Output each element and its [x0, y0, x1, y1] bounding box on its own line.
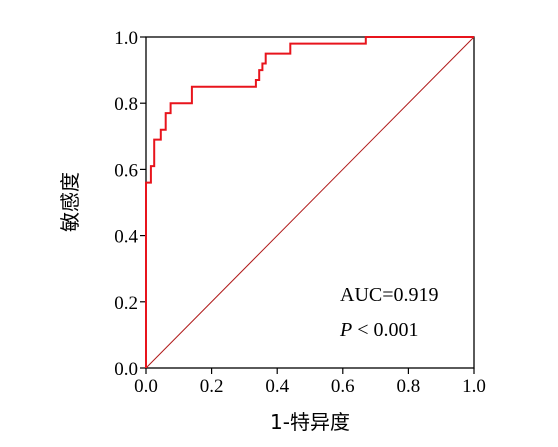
x-tick-label: 0.4: [265, 376, 289, 397]
x-tick-label: 0.8: [397, 376, 421, 397]
x-tick-label: 0.0: [134, 376, 158, 397]
tick-group: 0.0 0.2 0.4 0.6 0.8 1.0 0.0 0.2 0.4 0.6 0.8 1.0: [114, 28, 486, 397]
reference-diagonal: [145, 36, 475, 369]
x-tick-label: 0.6: [331, 376, 355, 397]
y-tick-label: 0.0: [114, 359, 138, 380]
x-axis-title: 1-特异度: [270, 410, 350, 434]
y-tick-label: 0.8: [114, 94, 138, 115]
y-tick-label: 1.0: [114, 28, 138, 49]
p-symbol: P: [339, 319, 352, 341]
y-tick-label: 0.4: [114, 227, 138, 248]
y-tick-label: 0.2: [114, 293, 138, 314]
y-axis-title: 敏感度: [58, 172, 82, 232]
p-value-text: < 0.001: [352, 319, 418, 341]
y-tick-label: 0.6: [114, 160, 138, 181]
x-tick-label: 0.2: [200, 376, 224, 397]
roc-curve: [145, 36, 474, 368]
auc-annotation: AUC=0.919: [340, 284, 439, 306]
p-value-annotation: P < 0.001: [339, 319, 419, 341]
x-tick-label: 1.0: [462, 376, 486, 397]
